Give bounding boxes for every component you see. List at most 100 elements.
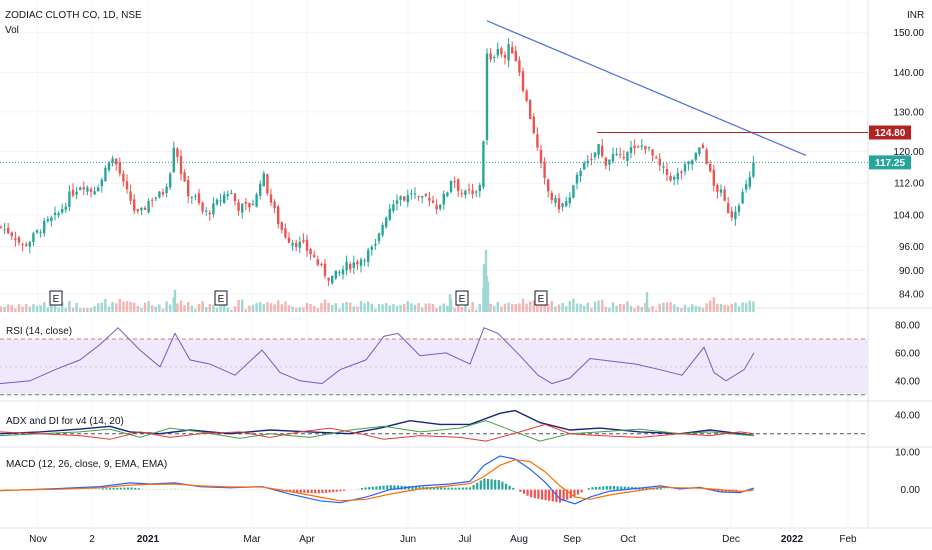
candle-body	[75, 191, 78, 195]
candle-body	[446, 192, 449, 196]
x-tick-label: Dec	[722, 534, 740, 545]
x-tick-label: Nov	[29, 534, 47, 545]
volume-bar	[446, 305, 449, 312]
candle-body	[727, 203, 730, 213]
volume-bar	[7, 304, 10, 312]
macd-histogram-bar	[699, 488, 702, 490]
candle-body	[604, 157, 607, 166]
macd-histogram-bar	[641, 487, 644, 490]
volume-bar	[673, 304, 676, 312]
volume-bar	[104, 298, 107, 312]
volume-bar	[158, 304, 161, 312]
volume-bar	[619, 303, 622, 312]
macd-tick-label: 10.00	[895, 448, 920, 459]
volume-bar	[71, 307, 75, 312]
volume-bar	[97, 303, 100, 312]
macd-histogram-bar	[213, 489, 216, 491]
volume-bar	[399, 305, 402, 312]
candle-body	[406, 195, 409, 203]
macd-histogram-bar	[677, 489, 680, 491]
candle-body	[665, 168, 669, 175]
volume-bar	[197, 303, 201, 312]
volume-bar	[284, 301, 287, 312]
candle-body	[197, 193, 201, 203]
rsi-title: RSI (14, close)	[6, 326, 72, 337]
price-tick-label: 84.00	[899, 290, 924, 301]
volume-bar	[734, 302, 737, 312]
candle-body	[79, 187, 82, 190]
volume-bar	[151, 305, 154, 312]
volume-bar	[35, 305, 39, 312]
candle-body	[147, 201, 150, 213]
volume-bar	[514, 304, 517, 312]
volume-bar	[590, 307, 593, 312]
macd-histogram-bar	[533, 489, 536, 499]
candle-body	[647, 147, 651, 149]
candle-body	[464, 190, 467, 195]
candle-body	[507, 44, 510, 61]
volume-bar	[572, 298, 575, 312]
price-tick-label: 96.00	[899, 242, 924, 253]
candle-body	[100, 179, 103, 187]
candle-body	[338, 271, 341, 273]
earnings-marker-box	[214, 290, 228, 306]
macd-histogram-bar	[238, 489, 241, 491]
macd-histogram-bar	[526, 489, 529, 496]
macd-histogram-bar	[519, 489, 522, 492]
macd-histogram-bar	[108, 488, 112, 490]
candle-body	[651, 149, 654, 156]
candle-body	[723, 189, 726, 201]
volume-bar	[647, 308, 651, 312]
macd-histogram-bar	[306, 489, 310, 493]
macd-histogram-bar	[267, 489, 270, 491]
candle-body	[633, 145, 636, 148]
candle-body	[583, 163, 586, 170]
macd-histogram-bar	[245, 489, 248, 491]
volume-bar	[410, 303, 413, 312]
volume-bar	[737, 306, 741, 312]
candle-body	[331, 275, 334, 284]
macd-histogram-bar	[303, 489, 306, 493]
x-tick-label: Apr	[299, 534, 315, 545]
candle-body	[536, 134, 539, 148]
volume-bar	[233, 306, 237, 312]
candle-body	[223, 194, 226, 204]
candle-body	[345, 261, 348, 271]
macd-histogram-bar	[335, 489, 338, 492]
candle-body	[341, 269, 345, 275]
candle-body	[449, 180, 453, 192]
volume-bar	[262, 304, 265, 312]
candle-body	[705, 149, 708, 165]
candle-body	[561, 203, 564, 207]
volume-bar	[205, 307, 208, 312]
earnings-marker-label: E	[218, 294, 225, 305]
candle-body	[352, 262, 355, 268]
volume-bar	[176, 303, 179, 312]
candle-body	[291, 242, 294, 246]
volume-bar	[309, 304, 312, 312]
candle-body	[644, 145, 647, 150]
macd-histogram-bar	[623, 486, 626, 490]
macd-histogram-bar	[558, 489, 562, 503]
candle-body	[89, 189, 93, 192]
macd-histogram-bar	[746, 489, 749, 490]
candle-body	[572, 185, 575, 198]
volume-bar	[752, 301, 755, 312]
candle-body	[104, 167, 107, 182]
candle-body	[93, 191, 96, 195]
candle-body	[752, 162, 755, 177]
candle-body	[367, 250, 370, 262]
macd-histogram-bar	[112, 487, 115, 490]
macd-histogram-bar	[544, 489, 547, 501]
rsi-band	[0, 338, 868, 395]
volume-bar	[579, 303, 582, 312]
macd-histogram-bar	[350, 489, 353, 491]
candle-body	[356, 261, 359, 265]
volume-bar	[694, 306, 697, 312]
volume-bar	[730, 304, 733, 312]
candle-body	[691, 160, 694, 165]
candle-body	[514, 51, 517, 61]
macd-histogram-bar	[346, 489, 349, 491]
volume-bar	[507, 302, 510, 312]
